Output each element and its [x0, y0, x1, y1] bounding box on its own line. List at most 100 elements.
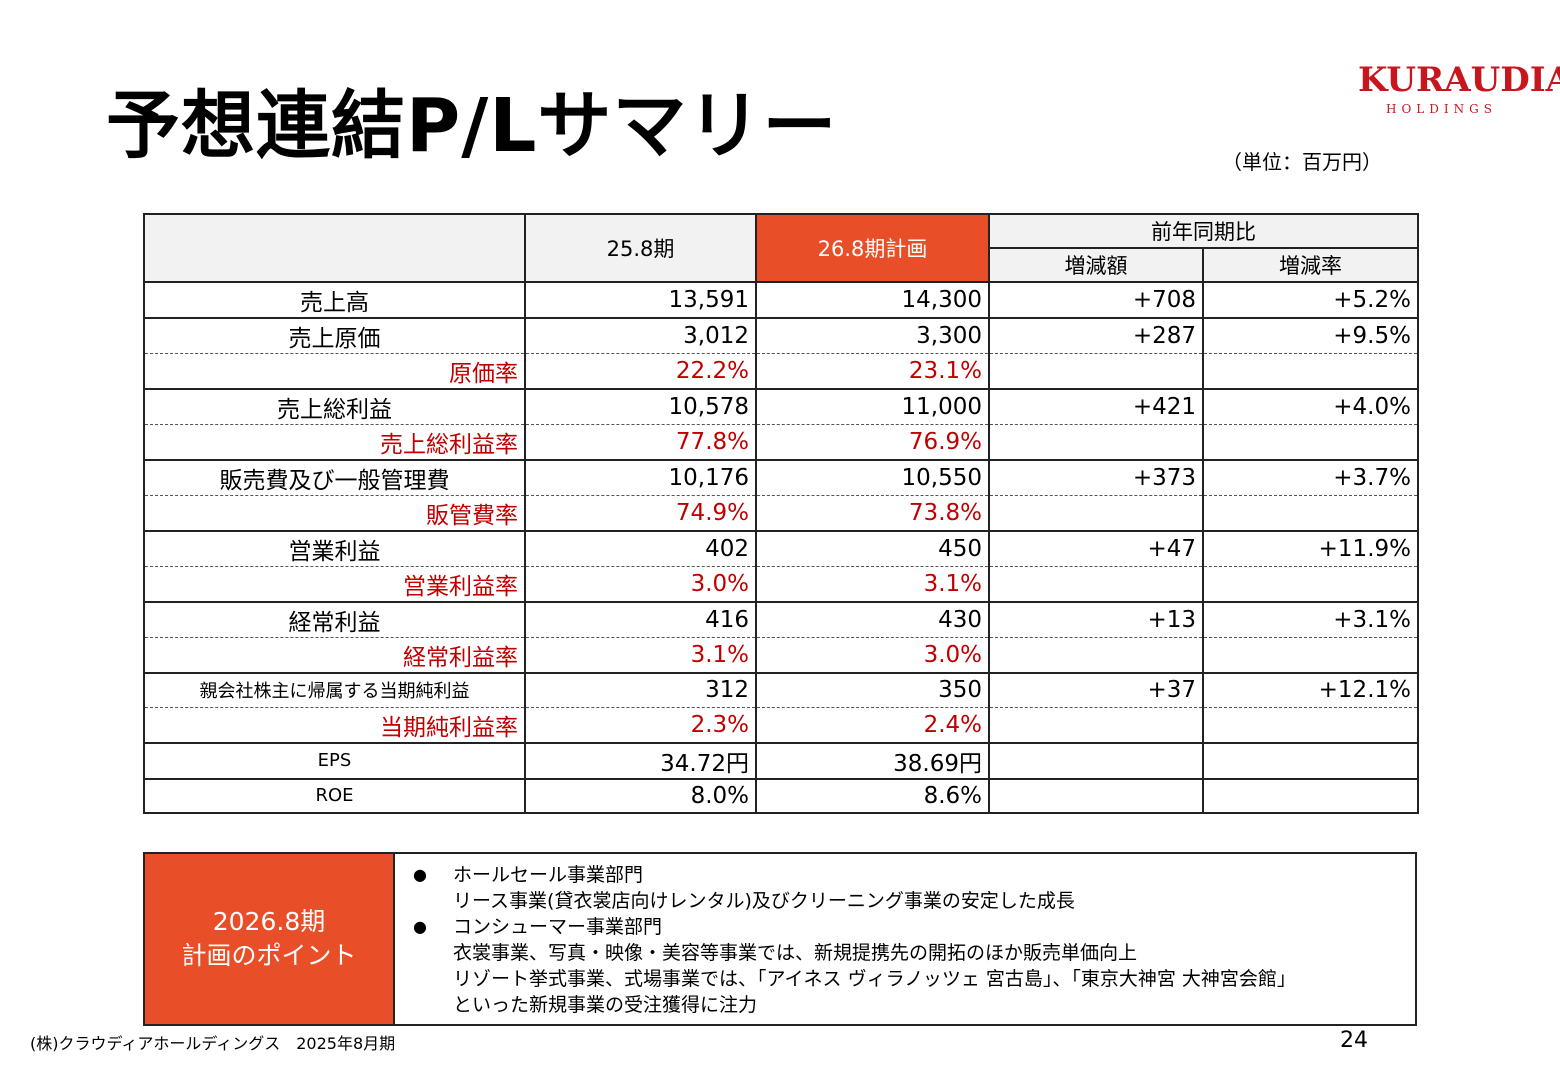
value-rate: +3.1%	[1202, 601, 1419, 638]
value-rate	[1202, 353, 1419, 390]
value-25-8: 77.8%	[524, 424, 757, 461]
value-26-8: 8.6%	[755, 777, 990, 814]
row-label: 経常利益	[143, 601, 526, 638]
value-25-8: 34.72円	[524, 741, 757, 780]
row-label: 販売費及び一般管理費	[143, 459, 526, 496]
header-26-8-plan: 26.8期計画	[755, 213, 990, 283]
value-26-8: 2.4%	[755, 706, 990, 744]
bullet-icon: ●	[413, 865, 427, 884]
value-rate	[1202, 566, 1419, 603]
value-diff	[988, 706, 1204, 744]
plan-points-body: ● ホールセール事業部門 リース事業(貸衣裳店向けレンタル)及びクリーニング事業…	[413, 862, 1405, 1018]
table-row: 売上総利益率 77.8% 76.9%	[143, 424, 1419, 461]
value-rate	[1202, 495, 1419, 532]
value-rate: +12.1%	[1202, 672, 1419, 708]
table-row: 営業利益 402 450 +47 +11.9%	[143, 530, 1419, 567]
value-rate: +9.5%	[1202, 317, 1419, 354]
value-25-8: 312	[524, 672, 757, 708]
consumer-title: コンシューマー事業部門	[453, 916, 663, 938]
consumer-text-1: 衣裳事業、写真・映像・美容等事業では、新規提携先の開拓のほか販売単価向上	[453, 942, 1138, 964]
plan-points-box: 2026.8期 計画のポイント ● ホールセール事業部門 リース事業(貸衣裳店向…	[143, 852, 1417, 1026]
list-item: ● コンシューマー事業部門	[413, 914, 1405, 940]
company-logo: KURAUDIA HOLDINGS	[1358, 60, 1560, 120]
table-row: 原価率 22.2% 23.1%	[143, 353, 1419, 390]
header-25-8: 25.8期	[524, 213, 757, 283]
value-diff	[988, 637, 1204, 674]
table-row: 経常利益率 3.1% 3.0%	[143, 637, 1419, 674]
row-label: 当期純利益率	[143, 706, 526, 744]
consumer-text-3: といった新規事業の受注獲得に注力	[453, 994, 758, 1016]
table-row: 経常利益 416 430 +13 +3.1%	[143, 601, 1419, 638]
value-26-8: 10,550	[755, 459, 990, 496]
value-25-8: 3.0%	[524, 566, 757, 603]
value-25-8: 22.2%	[524, 353, 757, 390]
value-26-8: 11,000	[755, 388, 990, 425]
plan-points-heading: 2026.8期 計画のポイント	[145, 854, 395, 1024]
value-26-8: 3.1%	[755, 566, 990, 603]
value-25-8: 416	[524, 601, 757, 638]
value-rate: +11.9%	[1202, 530, 1419, 567]
header-blank	[143, 213, 526, 283]
value-25-8: 3,012	[524, 317, 757, 354]
value-25-8: 402	[524, 530, 757, 567]
value-rate: +5.2%	[1202, 281, 1419, 319]
value-rate: +3.7%	[1202, 459, 1419, 496]
value-diff	[988, 566, 1204, 603]
row-label: 営業利益	[143, 530, 526, 567]
table-row: 親会社株主に帰属する当期純利益 312 350 +37 +12.1%	[143, 672, 1419, 708]
value-26-8: 3,300	[755, 317, 990, 354]
footer-company: (株)クラウディアホールディングス 2025年8月期	[30, 1034, 396, 1053]
value-diff: +37	[988, 672, 1204, 708]
value-diff	[988, 777, 1204, 814]
row-label: 売上総利益率	[143, 424, 526, 461]
value-diff: +47	[988, 530, 1204, 567]
table-row: 当期純利益率 2.3% 2.4%	[143, 706, 1419, 744]
unit-note: （単位：百万円）	[1222, 150, 1382, 174]
value-diff	[988, 741, 1204, 780]
value-diff: +13	[988, 601, 1204, 638]
value-25-8: 8.0%	[524, 777, 757, 814]
wholesale-text: リース事業(貸衣裳店向けレンタル)及びクリーニング事業の安定した成長	[453, 890, 1075, 912]
row-label: 親会社株主に帰属する当期純利益	[143, 672, 526, 708]
row-label: 売上総利益	[143, 388, 526, 425]
value-diff	[988, 495, 1204, 532]
row-label: 売上原価	[143, 317, 526, 354]
table-row: 売上原価 3,012 3,300 +287 +9.5%	[143, 317, 1419, 354]
row-label: 販管費率	[143, 495, 526, 532]
pl-summary-table: 25.8期 26.8期計画 前年同期比 増減額 増減率 売上高 13,591 1…	[143, 213, 1419, 814]
row-label: 原価率	[143, 353, 526, 390]
value-rate	[1202, 424, 1419, 461]
table-row: EPS 34.72円 38.69円	[143, 741, 1419, 780]
plan-points-heading-line2: 計画のポイント	[181, 941, 357, 970]
value-26-8: 23.1%	[755, 353, 990, 390]
row-label: EPS	[143, 741, 526, 780]
table-row: 売上高 13,591 14,300 +708 +5.2%	[143, 281, 1419, 319]
table-row: 販管費率 74.9% 73.8%	[143, 495, 1419, 532]
header-rate: 増減率	[1202, 247, 1419, 283]
value-diff: +708	[988, 281, 1204, 319]
value-rate	[1202, 706, 1419, 744]
value-26-8: 14,300	[755, 281, 990, 319]
page-number: 24	[1340, 1028, 1368, 1053]
logo-main-text: KURAUDIA	[1358, 60, 1560, 100]
value-26-8: 450	[755, 530, 990, 567]
value-26-8: 76.9%	[755, 424, 990, 461]
table-row: 売上総利益 10,578 11,000 +421 +4.0%	[143, 388, 1419, 425]
table-row: 販売費及び一般管理費 10,176 10,550 +373 +3.7%	[143, 459, 1419, 496]
table-row: 営業利益率 3.0% 3.1%	[143, 566, 1419, 603]
value-26-8: 38.69円	[755, 741, 990, 780]
row-label: 営業利益率	[143, 566, 526, 603]
value-rate: +4.0%	[1202, 388, 1419, 425]
value-rate	[1202, 637, 1419, 674]
logo-sub-text: HOLDINGS	[1386, 102, 1497, 116]
value-diff: +373	[988, 459, 1204, 496]
value-rate	[1202, 741, 1419, 780]
row-label: 売上高	[143, 281, 526, 319]
row-label: ROE	[143, 777, 526, 814]
row-label: 経常利益率	[143, 637, 526, 674]
list-item: ● ホールセール事業部門	[413, 862, 1405, 888]
page-title: 予想連結P/Lサマリー	[106, 83, 838, 169]
value-25-8: 2.3%	[524, 706, 757, 744]
value-25-8: 74.9%	[524, 495, 757, 532]
header-yoy: 前年同期比	[988, 213, 1419, 249]
